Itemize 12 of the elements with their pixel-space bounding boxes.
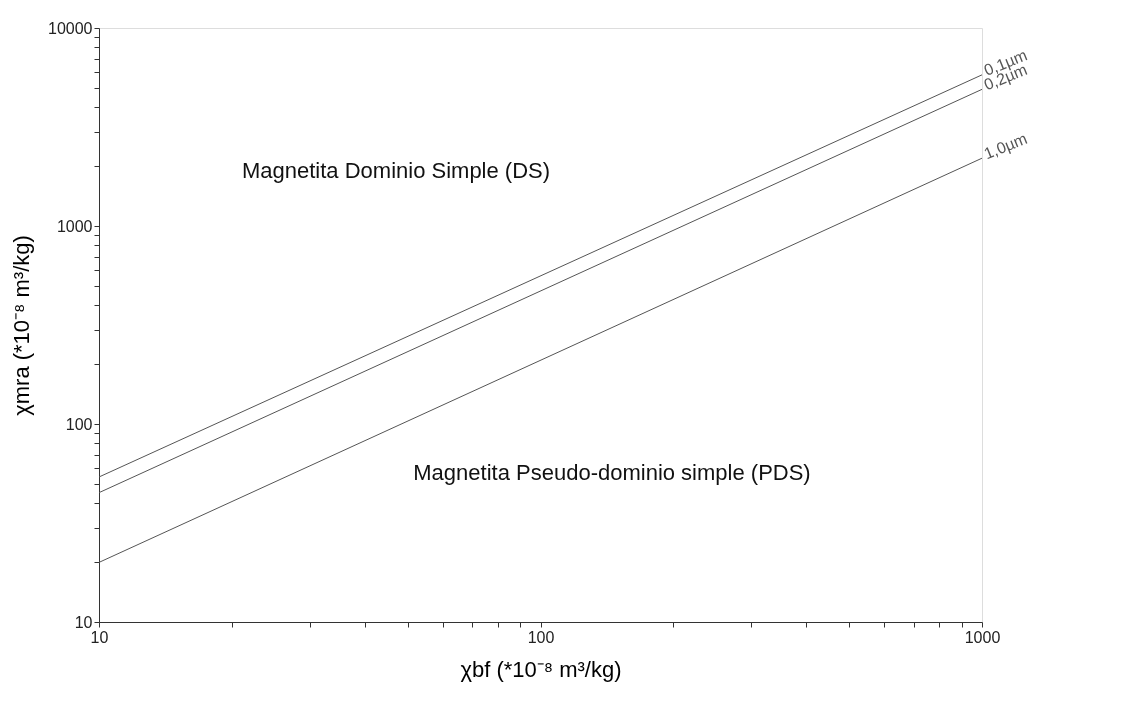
y-tick-label: 10000 bbox=[48, 19, 93, 37]
x-tick-label: 1000 bbox=[964, 628, 1001, 646]
text: 1,0µm bbox=[981, 129, 1030, 163]
y-tick-label: 10 bbox=[74, 613, 93, 631]
annotation: Magnetita Pseudo-dominio simple (PDS) bbox=[413, 459, 811, 485]
y-tick-label: 100 bbox=[65, 415, 93, 433]
y-tick-label: 1000 bbox=[56, 217, 93, 235]
x-tick-label: 10 bbox=[90, 628, 109, 646]
y-axis-title: χmra (*10⁻⁸ m³/kg) bbox=[9, 235, 35, 416]
x-tick-label: 100 bbox=[527, 628, 555, 646]
annotation: Magnetita Dominio Simple (DS) bbox=[241, 157, 551, 183]
x-axis-title: χbf (*10⁻⁸ m³/kg) bbox=[460, 656, 622, 682]
